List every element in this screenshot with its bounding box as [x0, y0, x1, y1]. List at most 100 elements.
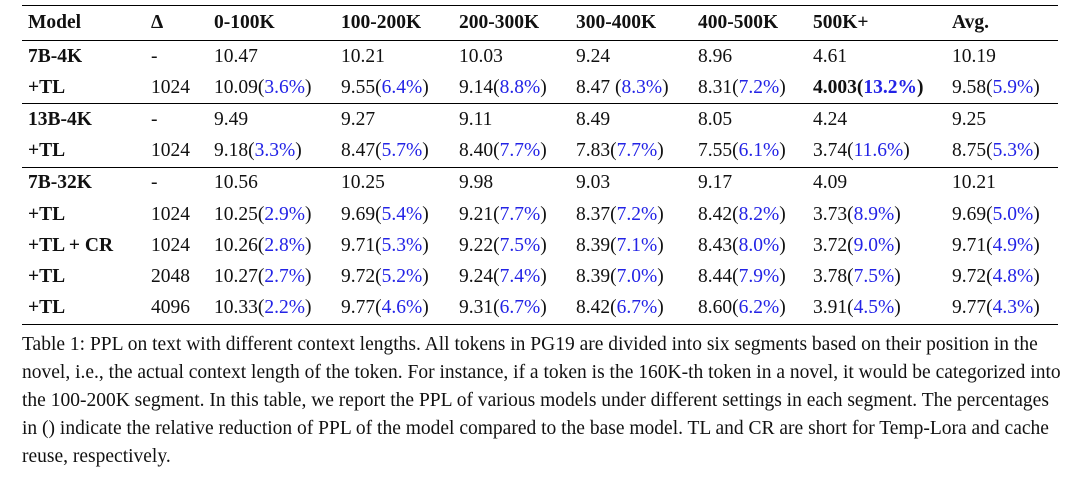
- table-cell: +TL: [28, 203, 66, 225]
- header-cell: 200-300K: [453, 5, 570, 41]
- relative-change: 2.8%: [264, 234, 305, 256]
- relative-change: 7.2%: [738, 76, 780, 98]
- cell-text: ): [894, 234, 901, 256]
- table-cell: 4.09: [807, 166, 946, 199]
- table-cell: 10.56: [208, 166, 335, 199]
- table-cell: 8.75(5.3%): [946, 136, 1058, 168]
- cell-text: 3.78(: [813, 265, 854, 287]
- header-cell: 400-500K: [692, 5, 807, 41]
- cell-text: ): [894, 203, 901, 225]
- cell-text: ): [657, 297, 664, 319]
- cell-text: ): [1033, 140, 1040, 162]
- table-row: +TL 2048 10.27(2.7%) 9.72(5.2%) 9.24(7.4%) 8.…: [22, 261, 1058, 292]
- table-cell: 8.39(7.0%): [570, 261, 692, 292]
- cell-text: ): [422, 265, 429, 287]
- cell-text: 9.31(: [459, 297, 500, 319]
- table-cell: 8.96: [698, 45, 733, 67]
- cell-text: ): [305, 234, 312, 256]
- table-cell: 9.58(5.9%): [946, 72, 1058, 104]
- cell-text: ): [779, 76, 786, 98]
- relative-change: 4.9%: [992, 234, 1034, 256]
- cell-text: ): [540, 297, 547, 319]
- cell-text: 9.22(: [459, 234, 500, 256]
- table-cell: 9.55(6.4%): [335, 72, 453, 104]
- table-cell: 9.03: [570, 166, 692, 199]
- table-cell: 9.25: [946, 103, 1058, 136]
- relative-change: 2.2%: [264, 297, 305, 319]
- table-cell: -: [145, 166, 208, 199]
- relative-change: 5.9%: [992, 76, 1034, 98]
- cell-text: ): [422, 140, 429, 162]
- relative-change: 6.2%: [738, 297, 780, 319]
- relative-change: 5.4%: [381, 203, 423, 225]
- cell-text: 9.72(: [341, 265, 382, 287]
- cell-text: ): [1033, 76, 1040, 98]
- cell-text: 3.91(: [813, 297, 854, 319]
- cell-text: 9.14(: [459, 76, 500, 98]
- caption: Table 1: PPL on text with different cont…: [22, 334, 1061, 467]
- cell-text: ): [540, 265, 547, 287]
- table-cell: 8.43(8.0%): [692, 230, 807, 261]
- table-cell: 4096: [151, 297, 190, 319]
- table-cell: 4.24: [807, 103, 946, 136]
- cell-text: 3.73(: [813, 203, 854, 225]
- cell-text: ): [305, 265, 312, 287]
- table-body: 7B-4K - 10.47 10.21 10.03 9.24 8.96 4.61 10.19 +T…: [22, 41, 1058, 325]
- table-row: +TL 1024 10.25(2.9%) 9.69(5.4%) 9.21(7.7%) 8.…: [22, 199, 1058, 230]
- cell-text: 9.69(: [952, 203, 993, 225]
- cell-text: 9.77(: [952, 297, 993, 319]
- relative-change: 5.7%: [381, 140, 423, 162]
- cell-text: ): [1033, 265, 1040, 287]
- cell-text: ): [657, 265, 664, 287]
- table-cell: 7.55(6.1%): [692, 136, 807, 168]
- cell-text: ): [1033, 203, 1040, 225]
- relative-change: 6.7%: [499, 297, 541, 319]
- cell-text: 8.37(: [576, 203, 617, 225]
- table-cell: 1024: [151, 76, 190, 98]
- cell-text: 8.75(: [952, 140, 993, 162]
- table-row: +TL + CR 1024 10.26(2.8%) 9.71(5.3%) 9.22(7.…: [22, 230, 1058, 261]
- table-cell: 9.71(4.9%): [946, 230, 1058, 261]
- relative-change: 3.3%: [254, 140, 296, 162]
- cell-text: ): [779, 234, 786, 256]
- cell-text: 8.43(: [698, 234, 739, 256]
- table-cell: 10.47: [214, 45, 258, 67]
- relative-change: 8.9%: [853, 203, 895, 225]
- table-cell: 9.22(7.5%): [453, 230, 570, 261]
- cell-text: 8.40(: [459, 140, 500, 162]
- table-cell: 3.72(9.0%): [807, 230, 946, 261]
- cell-text: 8.47 (: [576, 76, 622, 98]
- table-cell: 10.03: [459, 45, 503, 67]
- table-cell: 8.37(7.2%): [570, 199, 692, 230]
- table-row: 13B-4K -9.49 9.27 9.11 8.49 8.05 4.24 9.25: [22, 103, 1058, 136]
- relative-change: 7.0%: [616, 265, 658, 287]
- relative-change: 4.3%: [992, 297, 1034, 319]
- cell-text: 9.69(: [341, 203, 382, 225]
- relative-change: 7.5%: [499, 234, 541, 256]
- cell-text: ): [422, 234, 429, 256]
- table-cell: 8.42(6.7%): [570, 293, 692, 325]
- table-cell: 10.33(2.2%): [208, 293, 335, 325]
- results-table: Model Δ 0-100K 100-200K 200-300K 300-400K 400-…: [22, 5, 1058, 325]
- header-cell: 500K+: [807, 5, 946, 41]
- cell-text: 8.60(: [698, 297, 739, 319]
- table-cell: 9.69(5.4%): [335, 199, 453, 230]
- cell-text: 9.21(: [459, 203, 500, 225]
- table-cell: +TL: [28, 76, 66, 98]
- relative-change: 2.7%: [264, 265, 305, 287]
- cell-text: ): [779, 203, 786, 225]
- table-cell: 13B-4K: [22, 103, 145, 136]
- table-cell: +TL: [28, 297, 66, 319]
- relative-change: 2.9%: [264, 203, 305, 225]
- table-cell: 7B-4K: [28, 45, 83, 67]
- relative-change: 7.5%: [853, 265, 895, 287]
- cell-text: ): [657, 140, 664, 162]
- cell-text: ): [657, 203, 664, 225]
- table-cell: 9.17: [692, 166, 807, 199]
- table-cell: 10.09(3.6%): [208, 72, 335, 104]
- cell-text: 3.74(: [813, 140, 854, 162]
- table-cell: 9.77(4.6%): [335, 293, 453, 325]
- relative-change: 5.3%: [992, 140, 1034, 162]
- cell-text: 8.47(: [341, 140, 382, 162]
- cell-text: ): [779, 297, 786, 319]
